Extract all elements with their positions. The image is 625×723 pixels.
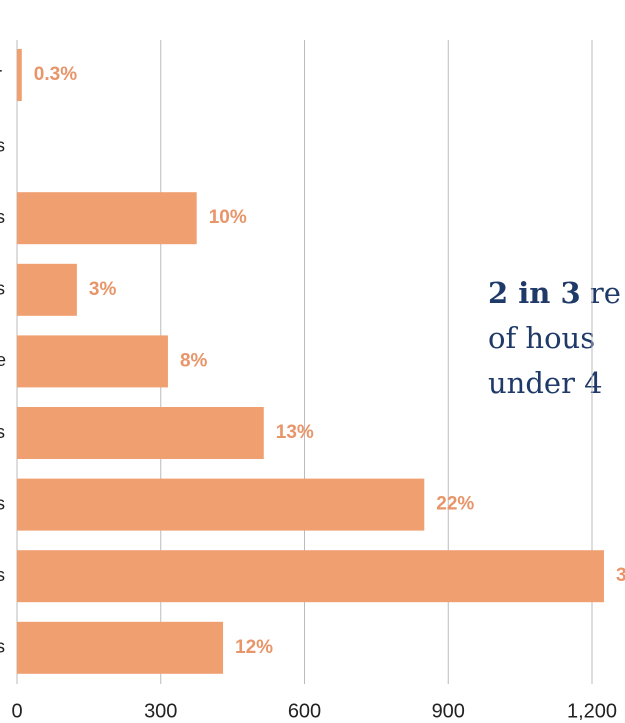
y-tick-label: e xyxy=(0,350,6,370)
bar xyxy=(17,263,77,316)
y-tick-label: s xyxy=(0,493,5,513)
x-tick-label: 0 xyxy=(11,700,22,722)
data-label: 3 xyxy=(616,565,625,586)
annotation-line: of hous xyxy=(488,321,595,355)
bar xyxy=(17,550,604,603)
y-tick-label: s xyxy=(0,135,5,155)
bar xyxy=(17,478,425,531)
annotation-line: 2 in 3 re xyxy=(488,276,621,310)
x-tick-label: 900 xyxy=(432,700,465,722)
x-tick-label: 600 xyxy=(288,700,321,722)
bar xyxy=(17,621,224,674)
annotation-line: under 4 xyxy=(488,366,603,400)
annotation-bold: 2 in 3 xyxy=(488,276,581,310)
bar xyxy=(17,407,264,459)
bar xyxy=(17,49,22,101)
bar xyxy=(17,192,197,245)
y-tick-label: s xyxy=(0,207,5,227)
data-label: 0.3% xyxy=(34,64,77,85)
annotation-text: re xyxy=(581,276,621,310)
x-tick-label: 300 xyxy=(144,700,177,722)
y-tick-label: s xyxy=(0,279,5,299)
data-label: 12% xyxy=(235,637,273,658)
data-label: 3% xyxy=(89,279,117,300)
bar xyxy=(17,335,168,388)
data-label: 13% xyxy=(276,422,314,443)
y-tick-label: r xyxy=(0,64,2,84)
x-tick-label: 1,200 xyxy=(567,700,617,722)
data-label: 8% xyxy=(180,350,208,371)
data-label: 10% xyxy=(209,207,247,228)
y-tick-label: s xyxy=(0,565,5,585)
y-tick-label: s xyxy=(0,422,5,442)
y-tick-label: s xyxy=(0,637,5,657)
data-label: 22% xyxy=(436,494,474,515)
